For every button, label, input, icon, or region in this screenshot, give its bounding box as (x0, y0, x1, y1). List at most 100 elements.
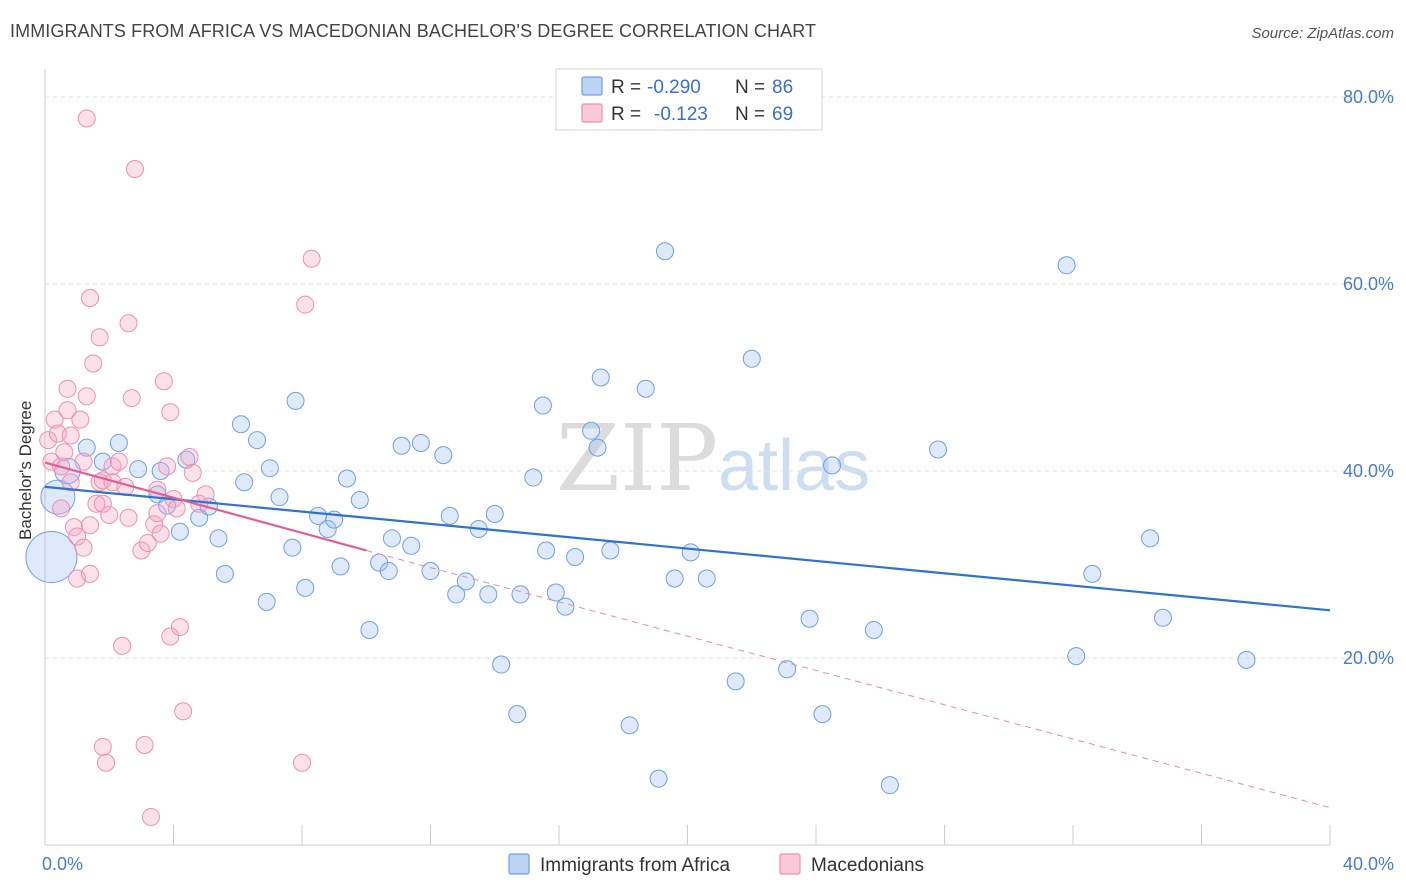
macedonian-point (196, 485, 215, 504)
africa-point (620, 716, 639, 735)
macedonian-point (93, 737, 112, 756)
macedonian-point (125, 159, 144, 178)
africa-point (151, 462, 170, 480)
africa-point (1083, 564, 1102, 583)
axes (44, 69, 1331, 846)
macedonian-point (167, 499, 186, 518)
africa-point (1141, 529, 1160, 548)
macedonian-point (148, 504, 167, 523)
africa-point (270, 488, 289, 507)
macedonian-point (80, 516, 99, 535)
legend-pink-swatch (779, 853, 801, 875)
macedonian-point (71, 410, 90, 429)
africa-point (177, 450, 196, 469)
grid-lines (45, 96, 1392, 659)
macedonian-point (109, 452, 128, 471)
africa-point (929, 440, 948, 459)
macedonian-point (64, 518, 83, 537)
legend-blue-label: Immigrants from Africa (540, 855, 730, 876)
africa-point (392, 436, 411, 455)
africa-point (582, 421, 601, 440)
africa-point (109, 433, 128, 452)
macedonian-point (80, 564, 99, 583)
legend-pink-label: Macedonians (811, 855, 924, 876)
macedonian-point (145, 515, 164, 534)
africa-point (440, 506, 459, 525)
africa-point (742, 349, 761, 368)
macedonian-point (113, 636, 132, 655)
africa-point (129, 460, 148, 479)
macedonian-point (84, 354, 103, 373)
africa-point (231, 415, 250, 434)
africa-point (402, 536, 421, 555)
africa-point (636, 379, 655, 398)
africa-point (331, 557, 350, 576)
africa-point (566, 548, 585, 567)
trend-lines (44, 461, 1331, 809)
macedonian-point (68, 527, 87, 546)
macedonian-point (183, 463, 202, 482)
y-tick-label: 40.0% (1343, 461, 1394, 481)
africa-point (479, 585, 498, 604)
macedonian-point (119, 314, 138, 333)
africa-point (823, 456, 842, 475)
africa-point (1237, 650, 1256, 669)
africa-point (77, 438, 96, 457)
africa-point (434, 446, 453, 465)
africa-point (215, 564, 234, 583)
africa-point (778, 660, 797, 679)
macedonian-point (77, 109, 96, 128)
africa-point (1057, 256, 1076, 275)
macedonian-trend-extension (366, 549, 1331, 809)
y-tick-label: 60.0% (1343, 274, 1394, 294)
africa-point (421, 562, 440, 581)
macedonian-point (61, 426, 80, 445)
macedonian-point (154, 372, 173, 391)
africa-point (260, 459, 279, 478)
africa-point (382, 529, 401, 548)
legend-blue-swatch (508, 853, 530, 875)
africa-point (360, 620, 379, 639)
africa-point (864, 620, 883, 639)
macedonian-point (161, 403, 180, 422)
africa-point (54, 457, 81, 485)
stats-blue-n-label: N = (735, 77, 765, 98)
africa-point (350, 490, 369, 509)
macedonian-point (103, 457, 122, 476)
macedonian-point (180, 447, 199, 466)
macedonian-point (138, 533, 157, 552)
x-tick-labels: 0.0% 40.0% (42, 854, 1394, 874)
macedonian-point (45, 410, 64, 429)
africa-point (25, 531, 78, 584)
watermark-atlas: atlas (718, 426, 870, 506)
africa-point (508, 705, 527, 724)
watermark: ZIP atlas (556, 405, 870, 512)
macedonian-point (87, 494, 106, 513)
africa-point (591, 368, 610, 387)
macedonian-point (142, 807, 161, 826)
africa-point (601, 541, 620, 560)
africa-point (296, 578, 315, 597)
chart-source: Source: ZipAtlas.com (1251, 25, 1394, 42)
africa-point (880, 776, 899, 795)
stats-pink-swatch (581, 103, 603, 123)
africa-point (656, 242, 675, 261)
macedonian-point (135, 735, 154, 754)
x-tick-label: 40.0% (1343, 854, 1394, 874)
africa-point (492, 655, 511, 674)
africa-point (485, 505, 504, 524)
macedonian-point (58, 379, 77, 398)
africa-point (379, 562, 398, 581)
data-points (25, 109, 1256, 826)
macedonian-trend-line (44, 461, 367, 552)
stats-blue-r-value: -0.290 (647, 77, 701, 98)
stats-pink-r-value: -0.123 (654, 104, 708, 125)
macedonian-point (293, 753, 311, 772)
macedonian-point (90, 328, 109, 347)
macedonian-point (52, 499, 71, 518)
africa-point (337, 469, 356, 488)
africa-point (537, 541, 556, 560)
stats-pink-r-label: R = (611, 104, 641, 125)
chart-title: IMMIGRANTS FROM AFRICA VS MACEDONIAN BAC… (10, 21, 817, 41)
